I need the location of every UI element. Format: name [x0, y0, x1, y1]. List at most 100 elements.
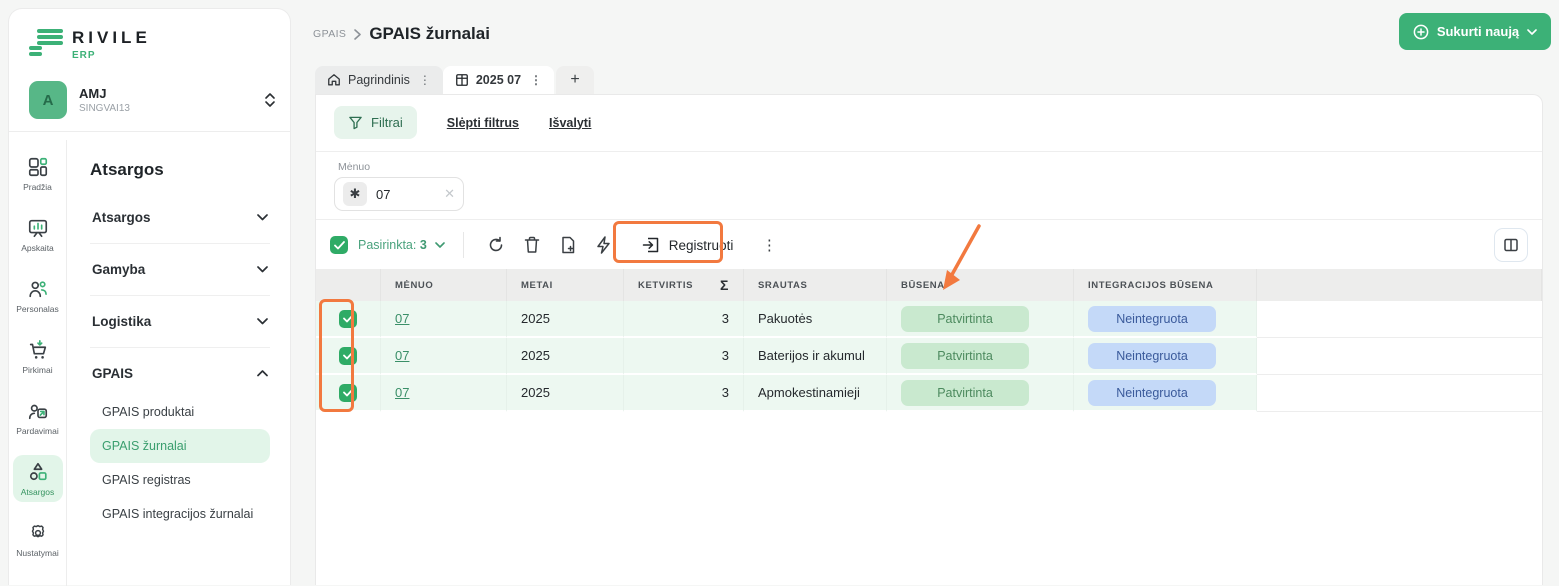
hide-filters-link[interactable]: Slėpti filtrus	[446, 115, 520, 130]
sidebar-item-gpais-zurnalai[interactable]: GPAIS žurnalai	[90, 429, 270, 463]
row-checkbox[interactable]	[339, 346, 357, 365]
user-name: AMJ	[79, 86, 107, 101]
cell-busena: Patvirtinta	[887, 338, 1074, 375]
chevron-down-icon	[1527, 28, 1537, 35]
rail-item-nustatymai[interactable]: Nustatymai	[13, 516, 63, 563]
row-checkbox[interactable]	[339, 383, 357, 402]
sidebar-item-gpais-integracijos[interactable]: GPAIS integracijos žurnalai	[102, 507, 254, 521]
breadcrumb-parent[interactable]: GPAIS	[313, 28, 347, 40]
sidebar-item-gpais-registras[interactable]: GPAIS registras	[102, 473, 191, 487]
rail-item-atsargos[interactable]: Atsargos	[12, 455, 63, 502]
chevron-down-icon[interactable]	[434, 242, 445, 248]
column-header-empty	[1257, 269, 1542, 301]
updown-chevron-icon	[265, 93, 275, 107]
cell-menuo: 07	[381, 301, 507, 338]
journals-table: MĖNUO METAI KETVIRTIS Σ SRAUTAS BŪSENA I…	[316, 269, 1542, 412]
status-badge: Patvirtinta	[901, 305, 1029, 332]
menu-section-label: Atsargos	[92, 210, 151, 225]
chevron-down-icon	[257, 318, 268, 325]
tab-menu-icon[interactable]: ⋮	[418, 73, 431, 87]
user-switcher[interactable]: A AMJ SINGVAI13	[29, 81, 276, 119]
tab-pagrindinis[interactable]: Pagrindinis ⋮	[315, 66, 443, 94]
page-title: GPAIS žurnalai	[369, 24, 490, 43]
dashboard-icon	[28, 157, 47, 177]
check-icon	[342, 351, 354, 360]
select-all-checkbox[interactable]	[330, 236, 348, 254]
check-icon	[342, 388, 354, 397]
column-header-busena[interactable]: BŪSENA	[887, 269, 1074, 301]
create-new-button[interactable]: Sukurti naują	[1399, 13, 1551, 50]
menu-section-gamyba[interactable]: Gamyba	[90, 250, 270, 289]
clear-field-icon[interactable]: ✕	[444, 186, 455, 201]
register-tray-icon	[642, 237, 659, 253]
file-add-button[interactable]	[550, 229, 586, 261]
more-actions-button[interactable]: ⋮	[751, 229, 787, 261]
wildcard-prefix-icon[interactable]: ✱	[343, 182, 367, 206]
delete-button[interactable]	[514, 229, 550, 261]
app-logo: RIVILE ERP	[29, 27, 151, 61]
integration-badge: Neintegruota	[1088, 305, 1216, 332]
sidebar-item-gpais-produktai[interactable]: GPAIS produktai	[102, 405, 195, 419]
menu-section-atsargos[interactable]: Atsargos	[90, 198, 270, 237]
column-header-menuo[interactable]: MĖNUO	[381, 269, 507, 301]
tab-menu-icon[interactable]: ⋮	[530, 73, 543, 87]
rail-item-pardavimai[interactable]: Pardavimai	[13, 394, 63, 441]
cell-integracija: Neintegruota	[1074, 301, 1257, 338]
column-settings-button[interactable]	[1494, 228, 1528, 262]
tab-label: Pagrindinis	[348, 73, 410, 87]
automation-button[interactable]	[586, 229, 622, 261]
cell-srautas: Pakuotės	[744, 301, 887, 338]
selected-label: Pasirinkta: 3	[358, 238, 427, 252]
clear-filters-link[interactable]: Išvalyti	[549, 115, 592, 130]
refresh-button[interactable]	[478, 229, 514, 261]
check-icon	[333, 240, 345, 249]
sum-icon[interactable]: Σ	[719, 277, 729, 293]
circle-plus-icon	[1413, 24, 1429, 39]
status-badge: Patvirtinta	[901, 379, 1029, 406]
month-filter-input[interactable]: ✱ 07 ✕	[334, 177, 464, 211]
filters-button[interactable]: Filtrai	[334, 106, 417, 139]
integration-badge: Neintegruota	[1088, 379, 1216, 406]
column-header-metai[interactable]: METAI	[507, 269, 624, 301]
divider	[90, 347, 270, 348]
icon-rail: Pradžia Apskaita Personalas	[9, 140, 67, 586]
cell-integracija: Neintegruota	[1074, 375, 1257, 412]
tab-2025-07[interactable]: 2025 07 ⋮	[442, 66, 555, 94]
rail-item-personalas[interactable]: Personalas	[13, 272, 63, 319]
column-header-srautas[interactable]: SRAUTAS	[744, 269, 887, 301]
cell-empty	[1257, 301, 1542, 338]
sidebar-menu: Atsargos Atsargos Gamyba Logistika GPAIS…	[68, 140, 292, 585]
menu-section-logistika[interactable]: Logistika	[90, 302, 270, 341]
gpais-submenu: GPAIS produktai GPAIS žurnalai GPAIS reg…	[90, 395, 270, 531]
refresh-icon	[489, 236, 503, 252]
rail-item-apskaita[interactable]: Apskaita	[13, 211, 63, 258]
month-link[interactable]: 07	[395, 348, 410, 363]
check-icon	[342, 314, 354, 323]
row-checkbox[interactable]	[339, 309, 357, 328]
menu-section-gpais[interactable]: GPAIS	[90, 354, 270, 393]
column-header-ketvirtis[interactable]: KETVIRTIS Σ	[624, 269, 744, 301]
cell-empty	[1257, 375, 1542, 412]
trash-icon	[524, 236, 540, 253]
rail-label: Pirkimai	[22, 365, 53, 375]
chevron-down-icon	[257, 266, 268, 273]
add-tab-button[interactable]: +	[556, 66, 595, 94]
rail-item-pradzia[interactable]: Pradžia	[13, 150, 63, 197]
avatar: A	[29, 81, 67, 119]
rivile-logo-icon	[29, 29, 63, 56]
month-link[interactable]: 07	[395, 385, 410, 400]
month-link[interactable]: 07	[395, 311, 410, 326]
cell-metai: 2025	[507, 338, 624, 375]
rail-label: Atsargos	[20, 487, 55, 497]
cell-busena: Patvirtinta	[887, 375, 1074, 412]
rail-item-pirkimai[interactable]: Pirkimai	[13, 333, 63, 380]
cell-menuo: 07	[381, 375, 507, 412]
column-header-integracijos-busena[interactable]: INTEGRACIJOS BŪSENA	[1074, 269, 1257, 301]
cell-metai: 2025	[507, 375, 624, 412]
chevron-up-icon	[257, 370, 268, 377]
cell-ketvirtis: 3	[624, 338, 744, 375]
breadcrumb: GPAIS GPAIS žurnalai	[313, 24, 490, 44]
month-filter-value[interactable]: 07	[376, 186, 391, 202]
row-checkbox-cell	[316, 301, 381, 338]
register-button[interactable]: Registruoti	[629, 230, 746, 260]
